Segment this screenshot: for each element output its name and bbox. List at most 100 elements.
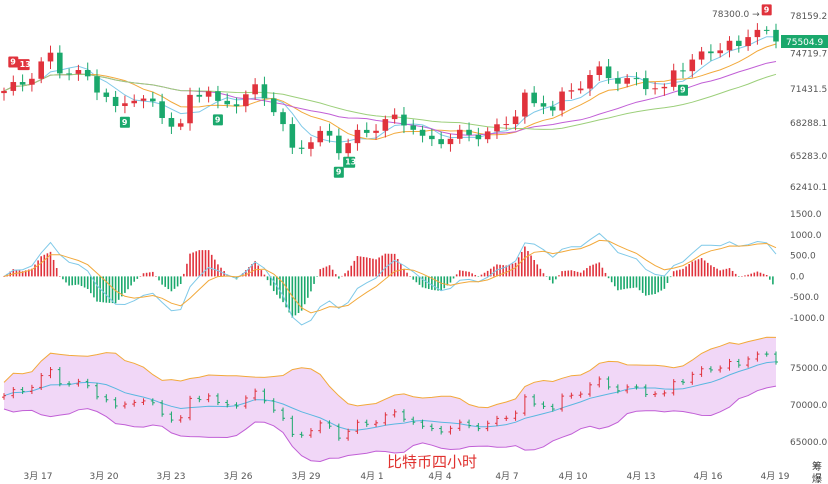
macd-bar	[68, 276, 70, 286]
td-mark: 13	[17, 59, 31, 71]
candle	[726, 36, 733, 58]
td-mark-text: 9	[764, 5, 770, 14]
macd-bar	[486, 270, 489, 277]
macd-bar	[672, 271, 675, 277]
td-mark: 9	[119, 116, 130, 128]
candle	[522, 89, 528, 124]
candle-body	[475, 134, 482, 140]
td-mark-text: 13	[20, 60, 31, 69]
candle	[419, 125, 426, 143]
td-mark-box	[343, 156, 356, 168]
candle	[736, 35, 742, 53]
boll-tick-label: 70000.0	[790, 401, 827, 411]
macd-bar	[356, 256, 359, 277]
macd-bar	[409, 276, 411, 277]
macd-bar	[437, 276, 439, 291]
boll-candle	[141, 398, 146, 405]
boll-candle	[113, 397, 118, 409]
macd-bar	[728, 268, 731, 277]
candle-body	[642, 78, 649, 90]
date-label: 4月 4	[428, 471, 452, 482]
boll-fill	[4, 337, 776, 462]
candle	[354, 124, 361, 151]
macd-tick-label: -1000.0	[790, 314, 825, 324]
ma-line-30	[3, 73, 777, 130]
candle	[66, 68, 72, 81]
boll-candle	[178, 415, 183, 423]
candle	[577, 81, 584, 94]
macd-bar	[316, 276, 318, 277]
boll-candle	[243, 395, 248, 409]
macd-bar	[375, 259, 377, 277]
macd-bar	[638, 276, 641, 291]
macd-bar	[396, 258, 399, 277]
macd-bar	[452, 276, 455, 279]
candle-body	[429, 135, 435, 140]
macd-bar	[251, 264, 253, 277]
boll-candle	[299, 431, 304, 438]
macd-bar	[514, 262, 517, 277]
td-mark-box	[119, 116, 130, 128]
td-mark: 9	[761, 4, 772, 16]
candle	[29, 73, 35, 92]
macd-bar	[744, 275, 746, 277]
macd-bar	[558, 275, 560, 277]
macd-bar	[663, 276, 666, 289]
date-label: 3月 29	[291, 471, 320, 482]
macd-bar	[102, 276, 105, 303]
macd-bar	[586, 268, 588, 277]
macd-bar	[657, 276, 659, 293]
candle	[503, 116, 510, 130]
macd-bar	[310, 276, 312, 292]
boll-candle	[327, 420, 332, 429]
macd-bar	[214, 259, 216, 277]
macd-bar	[403, 269, 405, 277]
macd-bar	[607, 276, 610, 279]
candle-body	[243, 94, 249, 107]
macd-bar	[499, 264, 501, 277]
candle-body	[10, 82, 17, 91]
date-label: 4月 10	[558, 471, 587, 482]
td-mark-text: 13	[345, 158, 356, 167]
macd-bar	[300, 276, 303, 311]
macd-bar	[675, 270, 678, 277]
boll-candle	[643, 384, 648, 398]
macd-bar	[77, 276, 80, 285]
macd-bar	[347, 270, 349, 277]
macd-bar	[424, 276, 427, 289]
td-mark-text: 9	[122, 118, 128, 127]
macd-bar	[189, 253, 191, 277]
macd-bar	[465, 271, 467, 277]
boll-candle	[197, 395, 202, 403]
boll-candle	[336, 423, 341, 441]
macd-bar	[114, 276, 117, 304]
macd-bar	[589, 265, 591, 277]
candle-body	[494, 124, 500, 132]
boll-candle	[262, 388, 267, 404]
macd-bar	[142, 273, 145, 277]
candle	[382, 115, 389, 138]
macd-bar	[93, 276, 95, 298]
candle	[280, 108, 286, 132]
td-mark: 9	[212, 114, 223, 126]
candle	[512, 110, 519, 131]
boll-candle	[680, 379, 685, 385]
boll-candle	[560, 393, 565, 412]
candle-body	[633, 78, 640, 80]
right-label-b: 爆	[812, 473, 822, 484]
macd-bar	[201, 250, 204, 277]
candle	[38, 57, 44, 84]
macd-bar	[623, 276, 625, 290]
candle	[75, 64, 82, 81]
macd-bar	[440, 276, 442, 292]
macd-bar	[139, 276, 142, 277]
candle-body	[168, 117, 175, 127]
boll-candle	[448, 425, 453, 435]
td-mark-box	[761, 4, 772, 16]
macd-bar	[741, 276, 743, 277]
macd-bar	[198, 250, 201, 277]
boll-candle	[95, 383, 100, 400]
boll-candle	[318, 420, 323, 434]
macd-bar	[62, 276, 64, 280]
